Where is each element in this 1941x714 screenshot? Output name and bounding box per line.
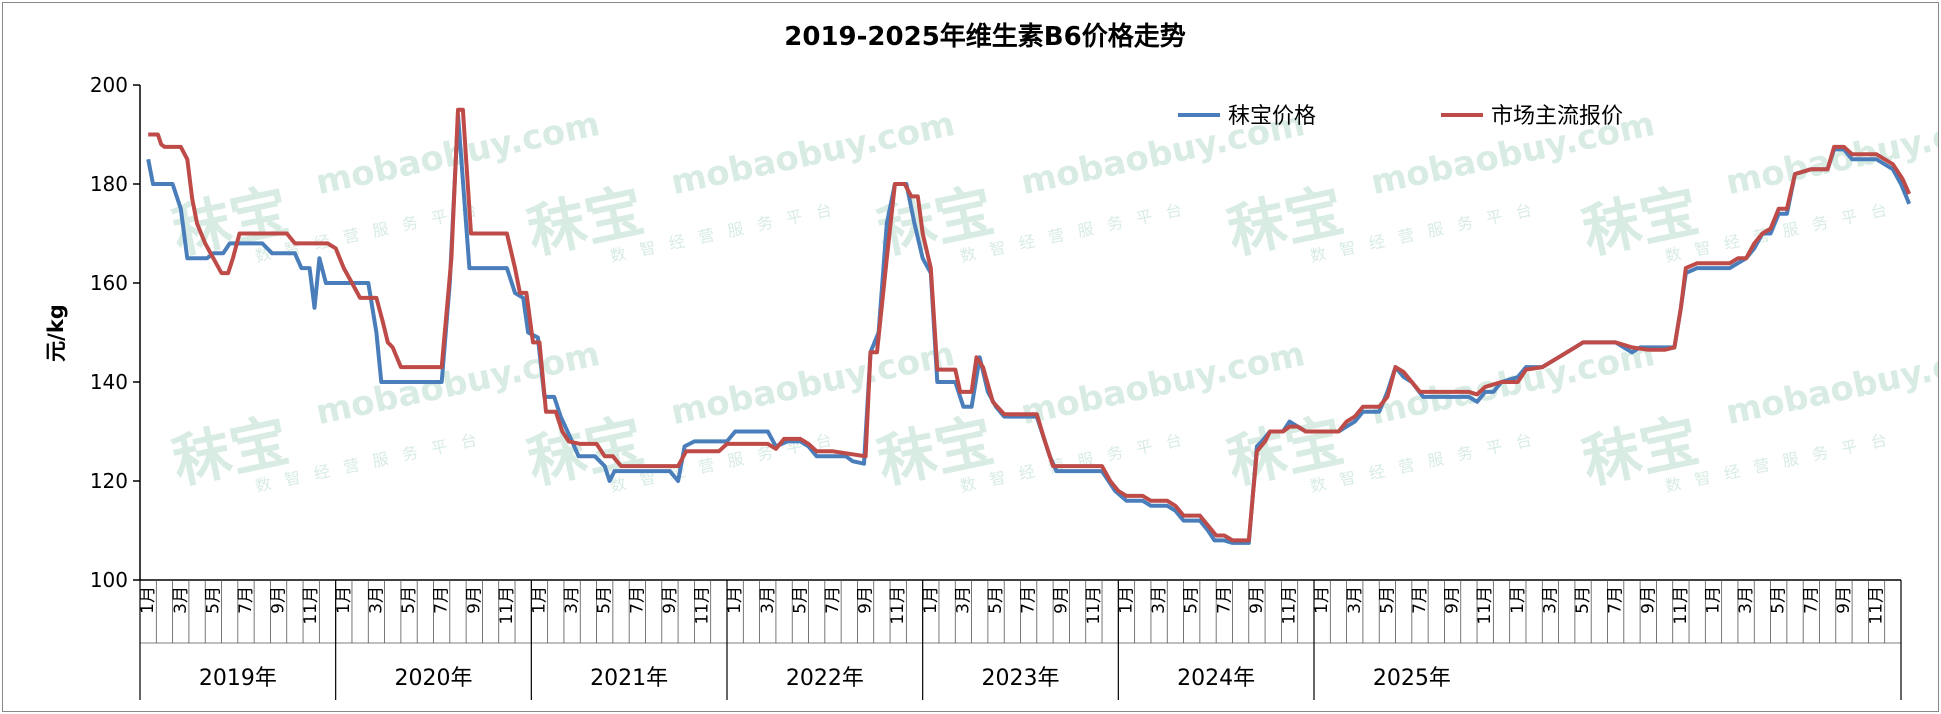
y-tick-label: 200	[90, 73, 128, 97]
series-line-2	[148, 107, 1912, 543]
x-month-label: 1月	[138, 586, 158, 614]
x-month-label: 3月	[953, 586, 973, 614]
x-month-label: 3月	[366, 586, 386, 614]
x-month-label: 5月	[1182, 586, 1202, 614]
x-month-label: 11月	[1280, 586, 1300, 625]
x-month-label: 7月	[1801, 586, 1821, 614]
legend: 秣宝价格 市场主流报价	[1178, 104, 1623, 129]
x-month-label: 1月	[1116, 586, 1136, 614]
x-month-label: 5月	[399, 586, 419, 614]
x-month-label: 7月	[1214, 586, 1234, 614]
x-month-label: 1月	[725, 586, 745, 614]
x-year-label: 2021年	[590, 666, 668, 691]
y-tick-label: 100	[90, 568, 128, 592]
legend-label-2: 市场主流报价	[1491, 104, 1623, 129]
x-month-label: 3月	[1149, 586, 1169, 614]
x-month-label: 11月	[1867, 586, 1887, 625]
x-month-label: 5月	[1377, 586, 1397, 614]
x-month-label: 3月	[171, 586, 191, 614]
x-month-label: 9月	[1638, 586, 1658, 614]
x-month-label: 9月	[269, 586, 289, 614]
x-month-label: 9月	[1443, 586, 1463, 614]
x-month-label: 1月	[1703, 586, 1723, 614]
x-year-label: 2024年	[1177, 666, 1255, 691]
x-month-label: 11月	[693, 586, 713, 625]
x-axis: 1月 3月 5月 7月 9月 11月 1月 3月 5月 7月 9月 11月 1月 3月 5月 7月 9月 11月 1…	[138, 579, 1902, 700]
x-month-label: 1月	[1508, 586, 1528, 614]
x-month-label: 3月	[1540, 586, 1560, 614]
x-month-label: 7月	[432, 586, 452, 614]
x-month-label: 9月	[464, 586, 484, 614]
x-month-label: 9月	[660, 586, 680, 614]
y-tick-label: 180	[90, 172, 128, 196]
x-year-label: 2019年	[199, 666, 277, 691]
x-month-label: 9月	[1247, 586, 1267, 614]
x-month-label: 7月	[823, 586, 843, 614]
legend-label-1: 秣宝价格	[1228, 104, 1316, 129]
y-tick-label: 140	[90, 370, 128, 394]
x-month-label: 1月	[529, 586, 549, 614]
x-month-label: 1月	[921, 586, 941, 614]
x-month-label: 11月	[1084, 586, 1104, 625]
x-month-label: 5月	[1573, 586, 1593, 614]
watermark-url: mobaobuy.com	[667, 334, 958, 433]
x-year-label: 2022年	[786, 666, 864, 691]
x-month-label: 5月	[203, 586, 223, 614]
watermark-url: mobaobuy.com	[1017, 334, 1308, 433]
x-month-label: 1月	[334, 586, 354, 614]
x-month-label: 3月	[1736, 586, 1756, 614]
x-month-label: 7月	[1410, 586, 1430, 614]
x-month-label: 5月	[1769, 586, 1789, 614]
x-month-label: 7月	[1606, 586, 1626, 614]
x-year-label: 2020年	[395, 666, 473, 691]
x-month-label: 3月	[758, 586, 778, 614]
x-month-label: 11月	[1671, 586, 1691, 625]
y-axis: 100 120 140 160 180 200	[90, 73, 141, 592]
x-month-label: 11月	[497, 586, 517, 625]
x-month-label: 1月	[1312, 586, 1332, 614]
x-month-label: 11月	[888, 586, 908, 625]
x-month-label: 3月	[1345, 586, 1365, 614]
x-month-label: 9月	[1051, 586, 1071, 614]
y-axis-label: 元/kg	[44, 304, 68, 362]
series-layer	[146, 107, 1912, 545]
x-month-label: 5月	[595, 586, 615, 614]
x-year-label: 2025年	[1373, 666, 1451, 691]
y-tick-label: 120	[90, 469, 128, 493]
x-year-label: 2023年	[982, 666, 1060, 691]
watermark-url: mobaobuy.com	[1722, 334, 1938, 433]
y-tick-label: 160	[90, 271, 128, 295]
chart-title: 2019-2025年维生素B6价格走势	[784, 21, 1185, 52]
x-month-label: 9月	[1834, 586, 1854, 614]
x-month-label: 7月	[236, 586, 256, 614]
x-month-label: 11月	[301, 586, 321, 625]
x-month-label: 5月	[790, 586, 810, 614]
x-month-label: 7月	[627, 586, 647, 614]
watermark-url: mobaobuy.com	[667, 104, 958, 203]
x-month-label: 7月	[1019, 586, 1039, 614]
x-month-label: 9月	[856, 586, 876, 614]
x-month-label: 5月	[986, 586, 1006, 614]
x-month-label: 11月	[1475, 586, 1495, 625]
x-month-label: 3月	[562, 586, 582, 614]
